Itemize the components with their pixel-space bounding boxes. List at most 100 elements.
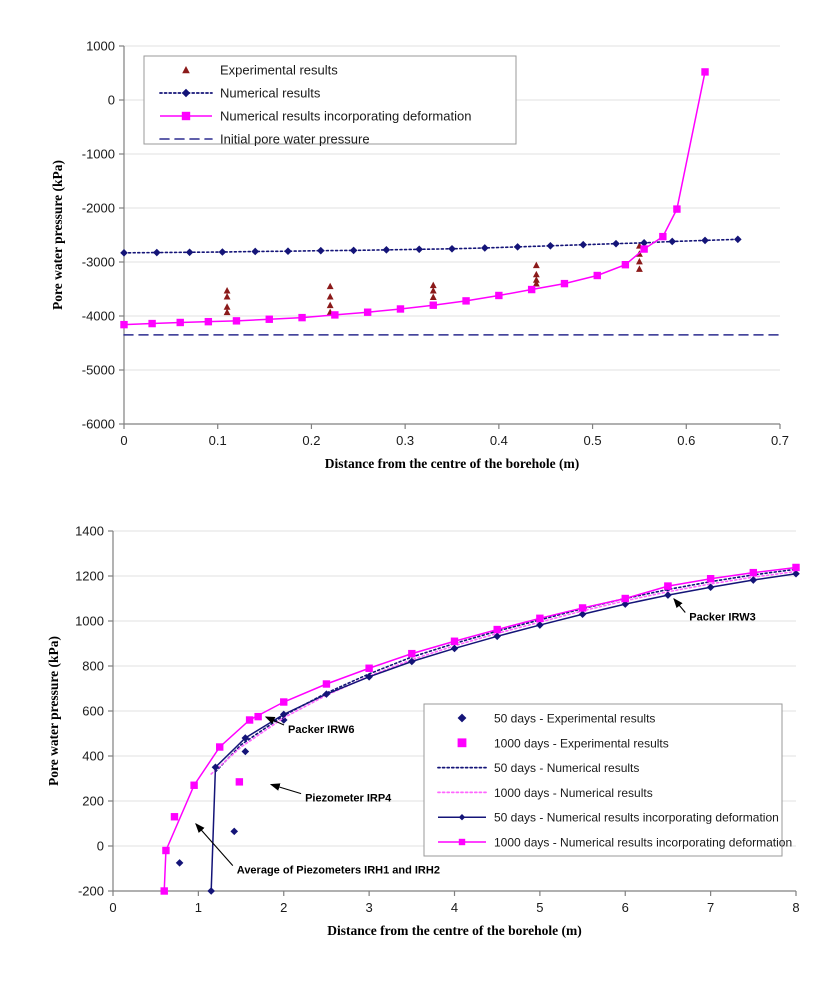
data-point-marker xyxy=(148,319,156,328)
legend-item[interactable]: 50 days - Experimental results xyxy=(457,712,656,726)
data-point-marker xyxy=(578,604,587,612)
data-point-marker xyxy=(204,317,213,326)
x-axis-tick-label: 0.3 xyxy=(396,433,414,448)
data-point-marker xyxy=(265,315,273,323)
data-point-marker xyxy=(450,637,459,645)
data-point-marker xyxy=(254,712,262,721)
bottom-chart-figure: 0 1 2 3 4 5 6 7 8 1400 1200 1000 800 600 400 200 0 -200 Di… xyxy=(0,500,840,988)
annotation-label: Piezometer IRP4 xyxy=(305,793,392,805)
data-point-marker xyxy=(668,237,677,246)
annotation-arrow xyxy=(269,783,302,795)
y-axis-tick-label: 400 xyxy=(82,749,104,764)
data-point-marker xyxy=(513,243,522,251)
legend-item[interactable]: Initial pore water pressure xyxy=(159,132,370,147)
x-axis-tick-label: 7 xyxy=(707,900,714,915)
legend-item[interactable]: Numerical results incorporating deformat… xyxy=(160,109,471,124)
y-axis-title: Pore water pressure (kPa) xyxy=(46,636,61,786)
data-point-marker xyxy=(280,698,288,706)
annotations: Packer IRW6 Piezometer IRP4 Average of Pie… xyxy=(195,598,756,877)
annotation-arrow xyxy=(673,598,686,613)
x-axis-tick-label: 6 xyxy=(622,900,629,915)
x-axis-tick-label: 0 xyxy=(120,433,127,448)
legend-item[interactable]: 50 days - Numerical results xyxy=(437,761,639,775)
legend-item-label: 50 days - Experimental results xyxy=(494,712,655,726)
data-point-marker xyxy=(659,232,667,241)
data-point-marker xyxy=(536,621,544,629)
data-point-marker xyxy=(230,827,239,836)
plot-area: 0 0.1 0.2 0.3 0.4 0.5 0.6 0.7 1000 0 -1000 -2000 -30… xyxy=(50,39,789,472)
y-axis-tick-label: 1200 xyxy=(75,569,104,584)
data-point-marker xyxy=(223,308,231,316)
data-point-marker xyxy=(495,291,503,300)
x-axis-tick-label: 4 xyxy=(451,900,458,915)
x-axis-tick-label: 5 xyxy=(536,900,543,915)
data-point-marker xyxy=(245,716,254,724)
legend-bottom: 50 days - Experimental results 1000 days … xyxy=(423,703,792,857)
data-point-marker xyxy=(232,317,241,325)
legend-item[interactable]: 1000 days - Numerical results xyxy=(437,786,653,800)
data-point-marker xyxy=(190,781,198,789)
legend-item[interactable]: Numerical results xyxy=(159,86,321,101)
legend-item[interactable]: 1000 days - Numerical results incorporat… xyxy=(438,836,792,850)
x-axis-tick-label: 8 xyxy=(792,900,799,915)
legend-marker-square-icon xyxy=(181,111,191,121)
data-point-marker xyxy=(284,247,292,255)
x-axis-tick-label: 3 xyxy=(366,900,373,915)
data-point-marker xyxy=(218,248,227,256)
data-point-marker xyxy=(408,649,416,658)
data-point-marker xyxy=(298,313,306,322)
legend-item[interactable]: 1000 days - Experimental results xyxy=(457,736,669,750)
y-axis-tick-label: 600 xyxy=(82,704,104,719)
annotation-arrow xyxy=(264,716,285,726)
legend-item-label: Experimental results xyxy=(220,63,338,78)
data-point-marker xyxy=(170,813,179,821)
legend-item[interactable]: Experimental results xyxy=(182,63,338,78)
legend-item-label: Initial pore water pressure xyxy=(220,132,370,147)
data-point-marker xyxy=(251,247,259,256)
legend-item-label: 1000 days - Experimental results xyxy=(494,736,669,750)
data-point-marker xyxy=(429,287,437,294)
legend-box xyxy=(143,55,517,145)
y-axis-tick-label: 1000 xyxy=(75,614,104,629)
data-point-marker xyxy=(532,280,540,287)
y-axis-tick-label: 1000 xyxy=(86,39,115,54)
x-axis-tick-label: 0.1 xyxy=(209,433,227,448)
data-point-marker xyxy=(593,271,601,280)
data-point-marker xyxy=(640,245,648,253)
data-point-marker xyxy=(612,239,620,248)
data-point-marker xyxy=(706,575,715,583)
y-axis-tick-label: -1000 xyxy=(82,147,115,162)
data-point-marker xyxy=(448,244,456,253)
x-axis-title: Distance from the centre of the borehole… xyxy=(327,923,582,938)
data-point-marker xyxy=(673,205,681,213)
y-axis-tick-label: -3000 xyxy=(82,255,115,270)
legend-marker-triangle-icon xyxy=(182,66,190,74)
data-point-marker xyxy=(326,282,334,290)
legend-marker-square-icon xyxy=(457,738,467,748)
data-point-marker xyxy=(527,285,536,294)
top-chart-svg: 0 0.1 0.2 0.3 0.4 0.5 0.6 0.7 1000 0 -1000 -2000 -30… xyxy=(50,39,789,472)
x-axis-tick-label: 1 xyxy=(195,900,202,915)
data-point-marker xyxy=(429,281,437,289)
data-point-marker xyxy=(162,846,170,855)
data-point-marker xyxy=(185,248,194,257)
y-axis-tick-label: 800 xyxy=(82,659,104,674)
annotation-label: Packer IRW6 xyxy=(288,724,354,736)
data-point-marker xyxy=(749,576,758,584)
data-point-marker xyxy=(792,563,800,572)
data-point-marker xyxy=(160,887,168,895)
data-point-marker xyxy=(664,582,672,590)
data-point-marker xyxy=(579,240,587,249)
y-axis-tick-label: -2000 xyxy=(82,201,115,216)
y-axis-tick-label: -4000 xyxy=(82,309,115,324)
legend-marker-diamond-icon xyxy=(181,88,191,98)
data-point-marker xyxy=(532,261,540,269)
data-point-marker xyxy=(532,270,540,278)
y-axis-tick-label: -200 xyxy=(78,884,104,899)
data-point-marker xyxy=(382,246,391,254)
top-chart-figure: 0 0.1 0.2 0.3 0.4 0.5 0.6 0.7 1000 0 -1000 -2000 -30… xyxy=(50,39,789,472)
data-point-marker xyxy=(701,236,709,245)
data-point-marker xyxy=(636,265,643,272)
data-point-marker xyxy=(176,318,184,327)
data-point-marker xyxy=(640,239,648,247)
